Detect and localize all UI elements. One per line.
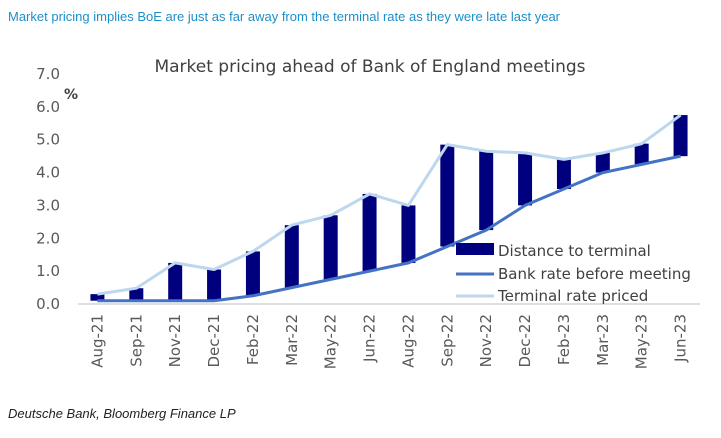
x-tick-label: Dec-21 [205, 314, 223, 368]
distance-bar [595, 152, 610, 173]
x-tick-label: Jun-22 [361, 314, 379, 363]
legend-label-distance: Distance to terminal [498, 242, 651, 260]
distance-bar [440, 144, 455, 247]
legend: Distance to terminal Bank rate before me… [456, 242, 691, 305]
distance-bar [518, 152, 533, 206]
x-tick-label: Nov-22 [477, 314, 495, 367]
y-tick-label: 0.0 [36, 295, 60, 313]
x-tick-label: Jun-23 [672, 314, 690, 363]
distance-bar [90, 294, 105, 301]
distance-bar [479, 151, 494, 231]
source-note: Deutsche Bank, Bloomberg Finance LP [8, 406, 236, 421]
distance-bar [129, 288, 144, 301]
y-tick-label: 6.0 [36, 98, 60, 116]
distance-bar [634, 143, 649, 165]
y-tick-label: 3.0 [36, 196, 60, 214]
x-tick-label: Sep-22 [438, 314, 456, 367]
y-tick-label: 1.0 [36, 262, 60, 280]
y-tick-label: 5.0 [36, 131, 60, 149]
x-tick-label: May-23 [633, 314, 651, 369]
x-tick-label: Dec-22 [516, 314, 534, 368]
x-tick-label: Mar-22 [283, 314, 301, 366]
terminal-rate-line [97, 113, 682, 296]
legend-swatch-distance [456, 243, 494, 255]
distance-bar [323, 215, 338, 280]
x-tick-label: Aug-22 [399, 314, 417, 368]
distance-bar [207, 269, 222, 301]
x-tick-label: Aug-21 [88, 314, 106, 368]
legend-label-terminal: Terminal rate priced [497, 287, 648, 305]
x-tick-label: Nov-21 [166, 314, 184, 367]
x-tick-label: Mar-23 [594, 314, 612, 366]
distance-bar [168, 262, 183, 301]
chart-headline: Market pricing implies BoE are just as f… [8, 9, 560, 24]
y-axis-unit: % [64, 87, 78, 103]
distance-bar [401, 205, 416, 263]
distance-bar [556, 159, 571, 189]
y-tick-label: 4.0 [36, 164, 60, 182]
legend-label-bank-rate: Bank rate before meeting [498, 265, 691, 283]
x-tick-label: Sep-21 [127, 314, 145, 367]
x-tick-label: May-22 [322, 314, 340, 369]
y-tick-label: 7.0 [36, 65, 60, 83]
distance-bar [673, 115, 688, 157]
x-tick-label: Feb-23 [555, 314, 573, 365]
chart-title: Market pricing ahead of Bank of England … [154, 57, 585, 77]
distance-bar [284, 225, 299, 288]
distance-bar [362, 193, 377, 272]
bank-rate-line [97, 154, 681, 303]
distance-bar [245, 251, 260, 296]
x-tick-label: Feb-22 [244, 314, 262, 365]
y-tick-label: 2.0 [36, 229, 60, 247]
